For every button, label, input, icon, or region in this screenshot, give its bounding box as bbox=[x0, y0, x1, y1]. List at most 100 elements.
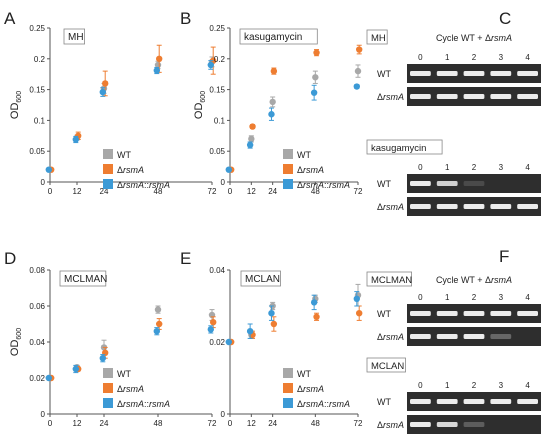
gel-band bbox=[490, 311, 512, 316]
data-point bbox=[310, 89, 318, 96]
data-point bbox=[356, 310, 363, 317]
condition-label: kasugamycin bbox=[244, 32, 302, 43]
gel-band bbox=[410, 334, 431, 339]
legend-swatch bbox=[283, 149, 293, 159]
gel-band bbox=[410, 204, 431, 209]
data-point bbox=[207, 326, 214, 333]
lane-number: 0 bbox=[418, 163, 423, 172]
gel-band bbox=[463, 71, 485, 76]
y-tick-label: 0.15 bbox=[29, 86, 45, 95]
panel-letter-F: F bbox=[499, 247, 509, 266]
data-point bbox=[270, 320, 278, 328]
data-point bbox=[225, 166, 232, 173]
legend-swatch bbox=[103, 383, 113, 393]
data-point bbox=[310, 299, 318, 306]
gel-label: kasugamycin bbox=[371, 143, 426, 154]
gel-panel-0: C MH Cycle WT + ΔrsmA 0 1 2 3 4 WT ΔrsmA bbox=[366, 9, 541, 106]
gel-band bbox=[463, 204, 485, 209]
gel-panel-1: kasugamycin 0 1 2 3 4 WT ΔrsmA bbox=[366, 139, 541, 216]
y-tick-label: 0.1 bbox=[34, 116, 46, 125]
legend-label: WT bbox=[297, 150, 311, 160]
legend-label: WT bbox=[117, 150, 131, 160]
gel-panel-2: F MCLMAN Cycle WT + ΔrsmA 0 1 2 3 4 WT ΔrsmA bbox=[366, 247, 541, 346]
y-tick-label: 0.02 bbox=[29, 374, 45, 383]
gel-label: MCLAN bbox=[371, 361, 404, 372]
legend-swatch bbox=[103, 179, 113, 189]
lane-number: 4 bbox=[525, 293, 530, 302]
data-point bbox=[99, 88, 107, 96]
gel-band bbox=[410, 71, 431, 76]
legend-label: WT bbox=[117, 369, 131, 379]
y-tick-label: 0.2 bbox=[34, 55, 46, 64]
x-tick-label: 48 bbox=[311, 419, 320, 428]
condition-label: MCLAN bbox=[245, 274, 280, 285]
gel-band bbox=[463, 94, 485, 99]
data-point bbox=[154, 306, 162, 313]
panel-letter-B: B bbox=[180, 9, 191, 28]
legend-label: ΔrsmA bbox=[117, 384, 144, 394]
legend-label: ΔrsmA::rsmA bbox=[297, 399, 350, 409]
chart-panel-E: E00.020.040 12 24 48 72MCLANWTΔrsmAΔrsmA::rs… bbox=[180, 249, 363, 428]
data-point bbox=[153, 328, 160, 335]
gel-label-box bbox=[366, 271, 412, 287]
x-tick-label: 72 bbox=[208, 419, 217, 428]
lane-number: 4 bbox=[525, 381, 530, 390]
legend-label: ΔrsmA bbox=[297, 384, 324, 394]
lane-number: 2 bbox=[472, 293, 477, 302]
data-point bbox=[313, 313, 320, 320]
data-point bbox=[102, 80, 109, 87]
lane-number: 1 bbox=[445, 163, 450, 172]
data-point bbox=[313, 49, 320, 56]
legend-swatch bbox=[283, 398, 293, 408]
x-tick-label: 24 bbox=[268, 419, 277, 428]
gel-band bbox=[463, 399, 485, 404]
condition-label: MH bbox=[68, 32, 84, 43]
gel-label: MCLMAN bbox=[371, 275, 412, 286]
data-point bbox=[269, 98, 276, 106]
data-point bbox=[246, 141, 254, 149]
y-tick-label: 0.05 bbox=[29, 147, 45, 156]
gel-band bbox=[436, 422, 458, 427]
lane-number: 2 bbox=[472, 381, 477, 390]
legend-label: ΔrsmA bbox=[117, 165, 144, 175]
gel-band bbox=[436, 311, 458, 316]
y-tick-label: 0 bbox=[41, 178, 46, 187]
y-tick-label: 0.08 bbox=[29, 266, 45, 275]
lane-number: 1 bbox=[445, 53, 450, 62]
gel-strip bbox=[407, 174, 541, 193]
gel-band bbox=[463, 334, 485, 339]
data-point bbox=[72, 136, 80, 143]
lane-number: 3 bbox=[499, 53, 504, 62]
gel-band bbox=[517, 94, 538, 99]
condition-label-box bbox=[63, 28, 86, 45]
panel-letter-D: D bbox=[4, 249, 16, 268]
y-axis-label: OD600 bbox=[9, 328, 23, 356]
y-tick-label: 0.05 bbox=[209, 147, 225, 156]
x-tick-label: 48 bbox=[154, 419, 163, 428]
gel-row-label: ΔrsmA bbox=[377, 92, 404, 102]
data-point bbox=[72, 365, 80, 373]
gel-row-label: ΔrsmA bbox=[377, 420, 404, 430]
data-point bbox=[268, 310, 275, 317]
y-tick-label: 0 bbox=[41, 410, 46, 419]
data-point bbox=[156, 55, 163, 62]
x-tick-label: 0 bbox=[48, 419, 53, 428]
gel-row-label: WT bbox=[377, 179, 391, 189]
legend-swatch bbox=[283, 368, 293, 378]
x-tick-label: 24 bbox=[100, 419, 109, 428]
data-point bbox=[353, 83, 360, 90]
gel-band bbox=[517, 311, 538, 316]
data-point bbox=[270, 67, 278, 75]
gel-band bbox=[490, 94, 512, 99]
gel-band bbox=[490, 204, 512, 209]
legend-label: ΔrsmA::rsmA bbox=[117, 180, 170, 190]
lane-number: 2 bbox=[472, 53, 477, 62]
gel-band bbox=[436, 94, 458, 99]
gel-row-label: WT bbox=[377, 397, 391, 407]
y-tick-label: 0.02 bbox=[209, 338, 225, 347]
y-tick-label: 0 bbox=[221, 410, 226, 419]
data-point bbox=[207, 61, 214, 69]
y-axis-label: OD600 bbox=[9, 91, 23, 119]
panel-letter-C: C bbox=[499, 9, 511, 28]
